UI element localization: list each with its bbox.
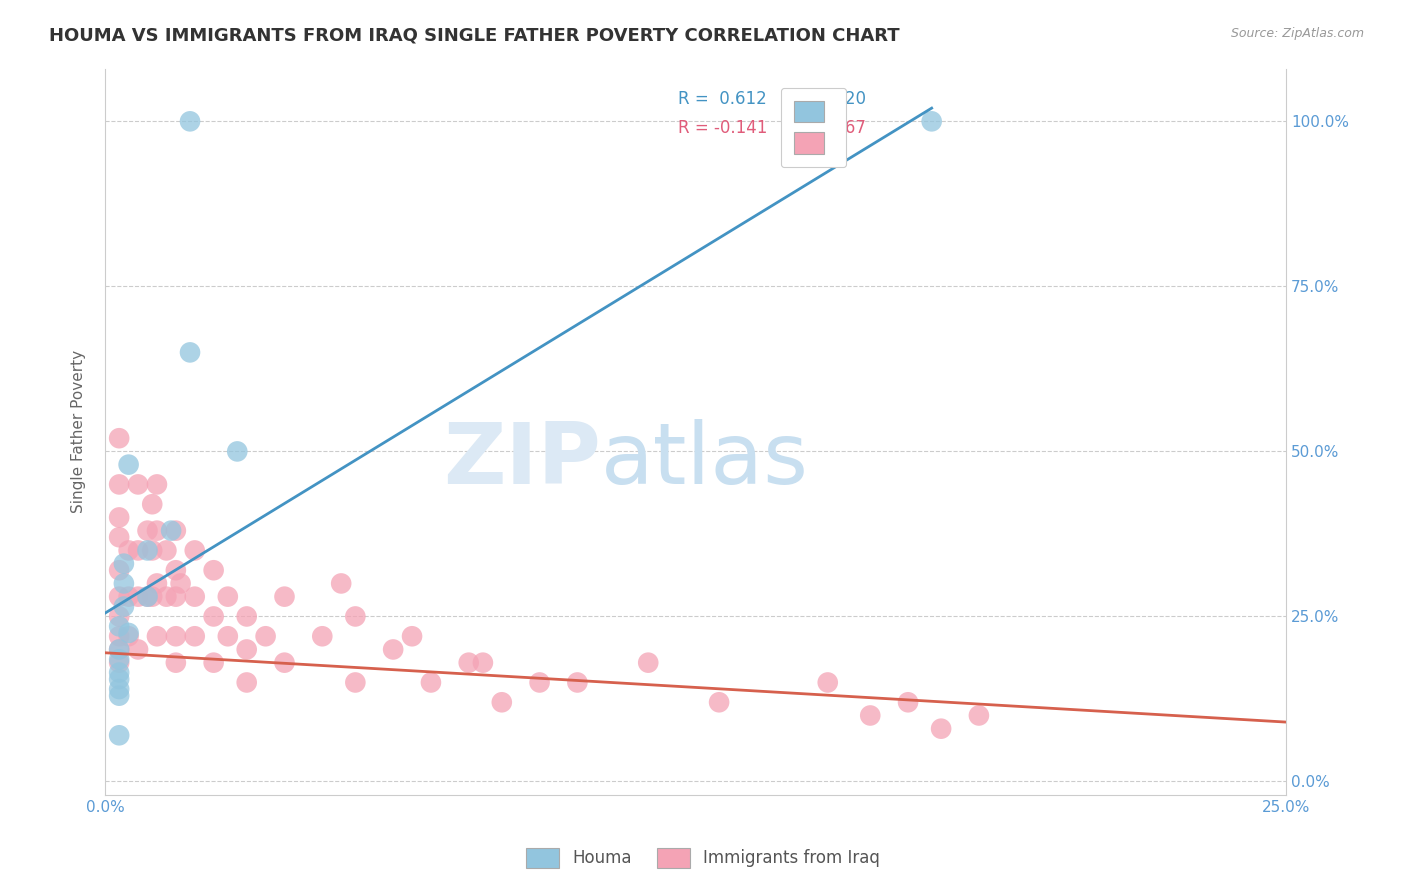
Point (165, 629, 187, 643)
Point (311, 629, 333, 643)
Point (567, 675, 589, 690)
Point (165, 563, 187, 577)
Point (141, 590, 163, 604)
Point (108, 510, 131, 524)
Point (141, 497, 163, 511)
Legend: , : , (782, 87, 846, 167)
Point (165, 524, 187, 538)
Point (967, 708, 990, 723)
Point (165, 656, 187, 670)
Text: R = -0.141: R = -0.141 (678, 119, 768, 137)
Point (108, 642, 131, 657)
Point (217, 590, 239, 604)
Point (235, 642, 257, 657)
Text: N = 67: N = 67 (807, 119, 866, 137)
Text: ZIP: ZIP (443, 419, 600, 502)
Point (108, 682, 131, 697)
Point (146, 629, 169, 643)
Point (169, 576, 191, 591)
Point (108, 665, 131, 680)
Point (235, 675, 257, 690)
Point (141, 543, 163, 558)
Point (202, 656, 225, 670)
Point (344, 675, 367, 690)
Point (108, 672, 131, 686)
Point (108, 656, 131, 670)
Point (108, 590, 131, 604)
Point (401, 629, 423, 643)
Point (136, 543, 159, 558)
Point (897, 695, 920, 709)
Point (108, 563, 131, 577)
Text: atlas: atlas (600, 419, 808, 502)
Text: Source: ZipAtlas.com: Source: ZipAtlas.com (1230, 27, 1364, 40)
Text: HOUMA VS IMMIGRANTS FROM IRAQ SINGLE FATHER POVERTY CORRELATION CHART: HOUMA VS IMMIGRANTS FROM IRAQ SINGLE FAT… (49, 27, 900, 45)
Point (108, 652, 131, 666)
Point (184, 629, 207, 643)
Point (117, 543, 139, 558)
Point (273, 590, 295, 604)
Point (419, 675, 441, 690)
Point (112, 576, 135, 591)
Point (817, 675, 839, 690)
Point (160, 524, 183, 538)
Point (127, 642, 149, 657)
Point (108, 609, 131, 624)
Point (254, 629, 277, 643)
Point (108, 619, 131, 633)
Point (146, 477, 169, 491)
Point (344, 609, 367, 624)
Point (136, 590, 159, 604)
Point (491, 695, 513, 709)
Point (529, 675, 551, 690)
Point (112, 599, 135, 614)
Point (330, 576, 353, 591)
Point (108, 530, 131, 544)
Point (146, 524, 169, 538)
Point (117, 590, 139, 604)
Point (127, 590, 149, 604)
Point (136, 524, 159, 538)
Point (179, 114, 201, 128)
Point (108, 728, 131, 742)
Point (217, 629, 239, 643)
Point (127, 477, 149, 491)
Point (457, 656, 479, 670)
Point (108, 629, 131, 643)
Point (117, 458, 139, 472)
Point (108, 477, 131, 491)
Point (184, 543, 207, 558)
Point (637, 656, 659, 670)
Point (929, 722, 952, 736)
Point (179, 345, 201, 359)
Point (226, 444, 249, 458)
Point (235, 609, 257, 624)
Point (202, 609, 225, 624)
Point (112, 557, 135, 571)
Point (155, 590, 177, 604)
Point (859, 708, 882, 723)
Point (117, 629, 139, 643)
Text: N = 20: N = 20 (807, 90, 866, 108)
Point (707, 695, 730, 709)
Point (382, 642, 405, 657)
Y-axis label: Single Father Poverty: Single Father Poverty (72, 350, 86, 513)
Point (165, 590, 187, 604)
Point (108, 689, 131, 703)
Point (136, 590, 159, 604)
Point (127, 543, 149, 558)
Point (921, 114, 943, 128)
Legend: Houma, Immigrants from Iraq: Houma, Immigrants from Iraq (519, 841, 887, 875)
Point (108, 431, 131, 445)
Point (202, 563, 225, 577)
Point (155, 543, 177, 558)
Point (273, 656, 295, 670)
Point (184, 590, 207, 604)
Point (117, 626, 139, 640)
Point (108, 642, 131, 657)
Point (146, 576, 169, 591)
Text: R =  0.612: R = 0.612 (678, 90, 766, 108)
Point (471, 656, 494, 670)
